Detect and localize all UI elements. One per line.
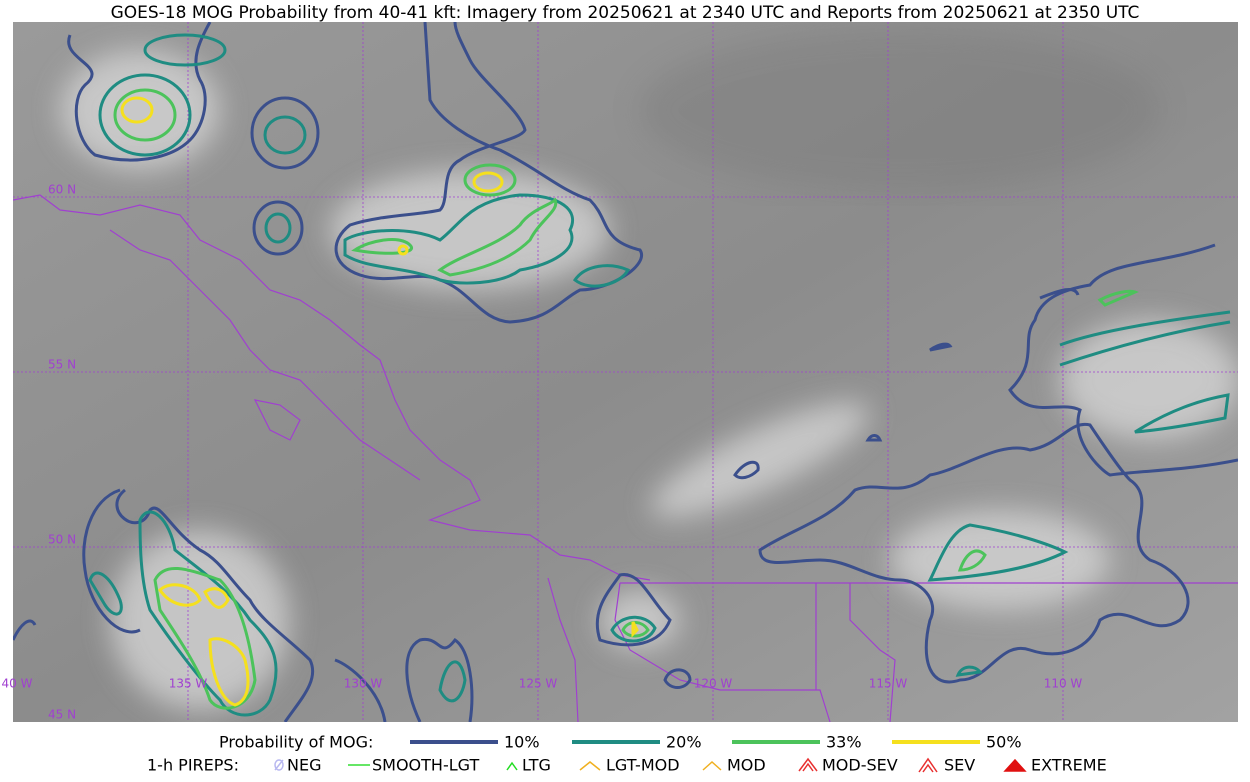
contour <box>1059 320 1231 367</box>
lat-label: 45 N <box>48 708 76 722</box>
pirep-icon <box>506 761 518 771</box>
contour <box>88 571 123 616</box>
contour <box>631 621 639 638</box>
contour <box>252 200 304 256</box>
legend-label: 50% <box>986 733 1022 752</box>
contour <box>927 523 1069 582</box>
contour <box>1039 287 1080 300</box>
title: GOES-18 MOG Probability from 40-41 kft: … <box>111 3 1140 23</box>
legend-label: MOD <box>727 756 766 775</box>
contour <box>955 665 983 677</box>
legend-label: SEV <box>944 756 975 775</box>
contour <box>208 637 250 707</box>
contour <box>250 96 320 170</box>
contour <box>203 587 230 609</box>
contour <box>758 422 1190 684</box>
contour <box>13 619 37 641</box>
contour <box>929 342 953 352</box>
pirep-icon <box>798 757 818 772</box>
legend-label: LGT-MOD <box>606 756 680 775</box>
contour <box>1059 310 1231 347</box>
lon-label: 115 W <box>869 677 908 691</box>
contour <box>343 193 574 285</box>
contour <box>438 660 467 703</box>
legend-label: 33% <box>826 733 862 752</box>
contour <box>572 264 631 288</box>
contour <box>397 244 409 256</box>
lat-label: 50 N <box>48 533 76 547</box>
legend: Probability of MOG: 10% 20% 33% 50% 1-h PIREP… <box>147 733 1107 775</box>
lat-label: 55 N <box>48 358 76 372</box>
contour <box>437 197 558 277</box>
contour <box>405 637 474 722</box>
contour <box>733 460 760 480</box>
lon-label: 110 W <box>1044 677 1083 691</box>
contour <box>158 583 202 607</box>
map <box>13 22 1238 722</box>
pirep-icon <box>1003 758 1027 772</box>
lon-label: 135 W <box>169 677 208 691</box>
legend-label: 20% <box>666 733 702 752</box>
contour <box>264 212 292 244</box>
contour <box>865 434 883 442</box>
lon-label: 120 W <box>694 677 733 691</box>
coastlines <box>13 194 1238 722</box>
contour <box>957 549 987 572</box>
pirep-icon <box>274 759 284 771</box>
graticule-labels: 60 N 55 N 50 N 45 N 40 W 135 W 130 W 125 W 120 W… <box>2 183 1083 722</box>
contour <box>1134 393 1230 434</box>
contour <box>463 163 517 197</box>
contour <box>120 96 154 124</box>
lon-label: 130 W <box>344 677 383 691</box>
contour <box>621 621 650 638</box>
lat-label: 60 N <box>48 183 76 197</box>
lon-label: 40 W <box>2 677 33 691</box>
legend-title: Probability of MOG: <box>219 733 373 752</box>
contour <box>67 22 212 162</box>
legend-label: MOD-SEV <box>822 756 898 775</box>
contour <box>263 115 307 155</box>
contour <box>143 33 227 67</box>
contour <box>1097 289 1139 307</box>
pirep-icon <box>579 761 601 771</box>
contours <box>13 22 1238 722</box>
contour <box>1008 243 1238 477</box>
contour <box>334 658 387 722</box>
pirep-icon <box>918 757 938 773</box>
contour <box>98 73 192 157</box>
legend-label: 10% <box>504 733 540 752</box>
contour <box>595 573 672 647</box>
contour <box>610 615 657 643</box>
contour <box>82 488 141 634</box>
contour <box>663 668 692 689</box>
legend-label: SMOOTH-LGT <box>372 756 479 775</box>
graticule <box>13 22 1238 722</box>
contour <box>351 238 414 255</box>
legend-label: LTG <box>522 756 551 775</box>
pirep-icon <box>702 760 722 771</box>
contour <box>472 171 504 193</box>
legend-label: EXTREME <box>1031 756 1107 775</box>
contour <box>153 566 257 710</box>
legend-label: NEG <box>287 756 321 775</box>
lon-label: 125 W <box>519 677 558 691</box>
legend-title: 1-h PIREPS: <box>147 756 239 775</box>
contour <box>113 88 177 142</box>
contour <box>138 510 278 717</box>
